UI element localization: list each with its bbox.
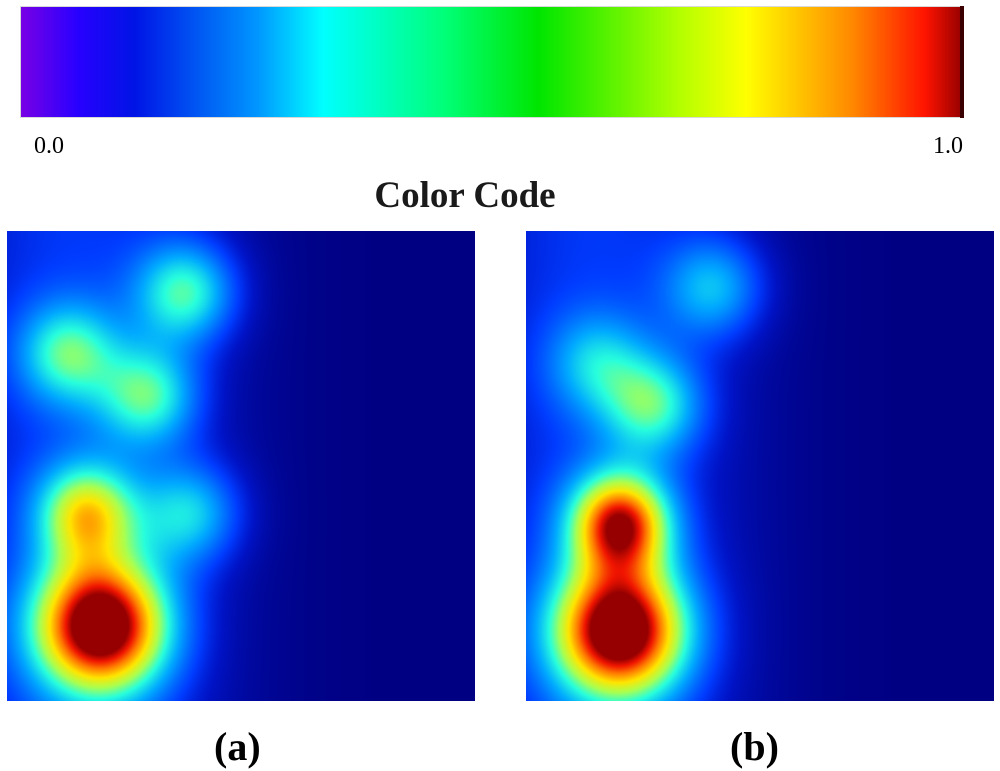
colorbar-min-label: 0.0 — [34, 133, 64, 159]
colorbar-title: Color Code — [374, 175, 556, 216]
panel-caption-a: (a) — [214, 724, 261, 769]
colorbar-max-label: 1.0 — [933, 133, 963, 159]
heatmap-canvas-a — [7, 231, 475, 701]
panel-caption-b: (b) — [730, 724, 779, 769]
heatmap-panel-b — [526, 231, 994, 701]
heatmap-panel-a — [7, 231, 475, 701]
color-code-bar — [20, 6, 964, 118]
heatmap-canvas-b — [526, 231, 994, 701]
color-code-bar-end-mark — [960, 6, 964, 118]
